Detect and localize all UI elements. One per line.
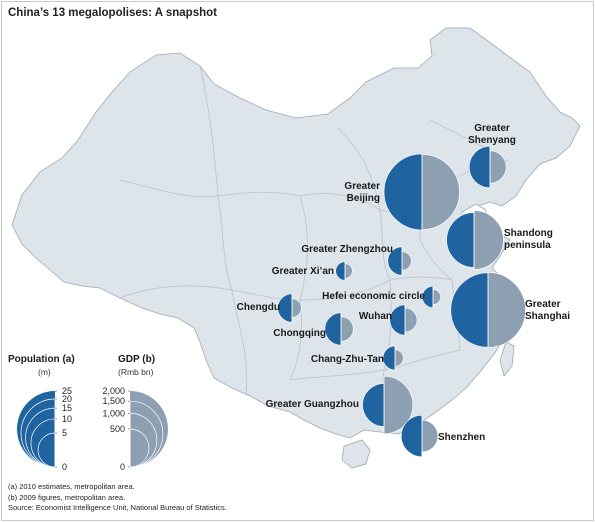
gdp-half-circle — [489, 150, 507, 184]
gdp-half-circle — [383, 375, 414, 435]
megalopolis-greater-shenyang — [469, 145, 507, 189]
city-label-greater-guangzhou: Greater Guangzhou — [266, 399, 359, 410]
population-half-circle — [362, 383, 385, 427]
population-half-circle — [446, 212, 475, 268]
legend-gdp-tick: 500 — [110, 424, 125, 434]
megalopolis-chengdu — [277, 293, 302, 323]
city-label-greater-shanghai: Greater Shanghai — [525, 299, 570, 322]
city-label-line: Chongqing — [273, 328, 326, 339]
city-label-line: Chang-Zhu-Tan — [311, 354, 384, 365]
city-label-shenzhen: Shenzhen — [438, 432, 485, 443]
legend-population-tick: 15 — [62, 403, 72, 413]
city-label-line: Greater — [525, 299, 561, 310]
population-half-circle — [450, 272, 489, 348]
footnote-population: (a) 2010 estimates, metropolitan area. — [8, 482, 135, 491]
megalopolis-shenzhen — [401, 414, 439, 458]
megalopolis-wuhan — [389, 304, 418, 336]
city-label-line: Shandong — [504, 228, 553, 239]
megalopolis-greater-beijing — [383, 153, 460, 231]
city-label-line: Shenzhen — [438, 432, 485, 443]
megalopolis-greater-xi-an — [335, 261, 353, 281]
gdp-half-circle — [432, 289, 441, 305]
megalopolis-chongqing — [324, 312, 354, 346]
gdp-half-circle — [401, 251, 412, 271]
legend-population-tick: 20 — [62, 394, 72, 404]
megalopolis-chang-zhu-tan — [382, 345, 404, 371]
legend-gdp-title: GDP (b) — [118, 354, 155, 365]
city-label-line: Shanghai — [525, 311, 570, 322]
legend-population-tick: 25 — [62, 386, 72, 396]
legend-gdp-circle — [130, 391, 168, 467]
legend-gdp-unit: (Rmb bn) — [118, 367, 154, 377]
city-label-chang-zhu-tan: Chang-Zhu-Tan — [311, 354, 384, 365]
megalopolis-greater-zhengzhou — [387, 246, 412, 276]
city-label-line: Beijing — [347, 193, 380, 204]
gdp-half-circle — [291, 298, 302, 318]
taiwan-land — [499, 341, 515, 377]
figure-title: China’s 13 megalopolises: A snapshot — [8, 7, 217, 19]
megalopolis-greater-shanghai — [450, 272, 526, 348]
city-label-line: Greater — [344, 181, 380, 192]
gdp-half-circle — [344, 263, 353, 279]
population-half-circle — [422, 285, 434, 309]
legend-population-tick: 5 — [62, 428, 67, 438]
legend-gdp-tick: 1,500 — [102, 396, 125, 406]
population-half-circle — [383, 153, 423, 231]
megalopolis-bubbles — [277, 145, 526, 458]
legend-gdp-tick: 1,000 — [102, 408, 125, 418]
megalopolis-greater-guangzhou — [362, 375, 414, 435]
legend-population-circle — [17, 391, 55, 467]
population-half-circle — [401, 414, 423, 458]
city-label-line: Greater Zhengzhou — [301, 244, 393, 255]
city-label-chongqing: Chongqing — [273, 328, 326, 339]
legend-population-circle — [37, 432, 56, 468]
population-half-circle — [277, 293, 293, 323]
city-label-line: Greater Guangzhou — [266, 399, 359, 410]
gdp-half-circle — [340, 316, 354, 342]
gdp-half-circle — [394, 349, 404, 367]
population-half-circle — [469, 145, 491, 189]
city-label-line: Greater Xi’an — [272, 266, 334, 277]
gdp-half-circle — [487, 272, 526, 348]
megalopolis-hefei-economic-circle — [422, 285, 441, 309]
city-label-wuhan: Wuhan — [359, 311, 392, 322]
city-label-hefei-economic-circle: Hefei economic circle — [322, 291, 425, 302]
city-label-line: Greater — [474, 123, 510, 134]
city-label-line: Wuhan — [359, 311, 392, 322]
legend-population-unit: (m) — [38, 367, 51, 377]
population-half-circle — [324, 312, 342, 346]
city-label-line: peninsula — [504, 240, 551, 251]
footnotes: (a) 2010 estimates, metropolitan area. (… — [8, 482, 227, 514]
megalopolis-shandong-peninsula — [446, 210, 504, 270]
legend-population-tick: 0 — [62, 462, 67, 472]
legend-gdp-circle — [129, 428, 150, 468]
gdp-half-circle — [421, 419, 439, 453]
city-label-line: Hefei economic circle — [322, 291, 425, 302]
population-half-circle — [382, 345, 396, 371]
city-label-line: Chengdu — [237, 302, 280, 313]
city-label-line: Shenyang — [468, 135, 516, 146]
gdp-half-circle — [421, 154, 460, 230]
city-label-chengdu: Chengdu — [237, 302, 280, 313]
gdp-half-circle — [473, 210, 504, 270]
population-half-circle — [387, 246, 403, 276]
city-label-greater-zhengzhou: Greater Zhengzhou — [301, 244, 393, 255]
hainan-land — [341, 439, 371, 469]
legend-gdp-tick: 0 — [120, 462, 125, 472]
legend-gdp-tick: 2,000 — [102, 386, 125, 396]
city-label-greater-shenyang: Greater Shenyang — [468, 123, 516, 146]
footnote-source: Source: Economist Intelligence Unit, Nat… — [8, 503, 227, 512]
footnote-gdp: (b) 2009 figures, metropolitan area. — [8, 492, 126, 502]
legend-population-tick: 10 — [62, 414, 72, 424]
city-label-shandong-peninsula: Shandong peninsula — [504, 228, 553, 251]
city-label-greater-beijing: Greater Beijing — [344, 181, 380, 204]
population-half-circle — [335, 261, 346, 281]
gdp-half-circle — [404, 307, 418, 333]
legend-population-title: Population (a) — [8, 354, 75, 365]
population-half-circle — [389, 304, 406, 336]
city-label-greater-xi-an: Greater Xi’an — [272, 266, 334, 277]
